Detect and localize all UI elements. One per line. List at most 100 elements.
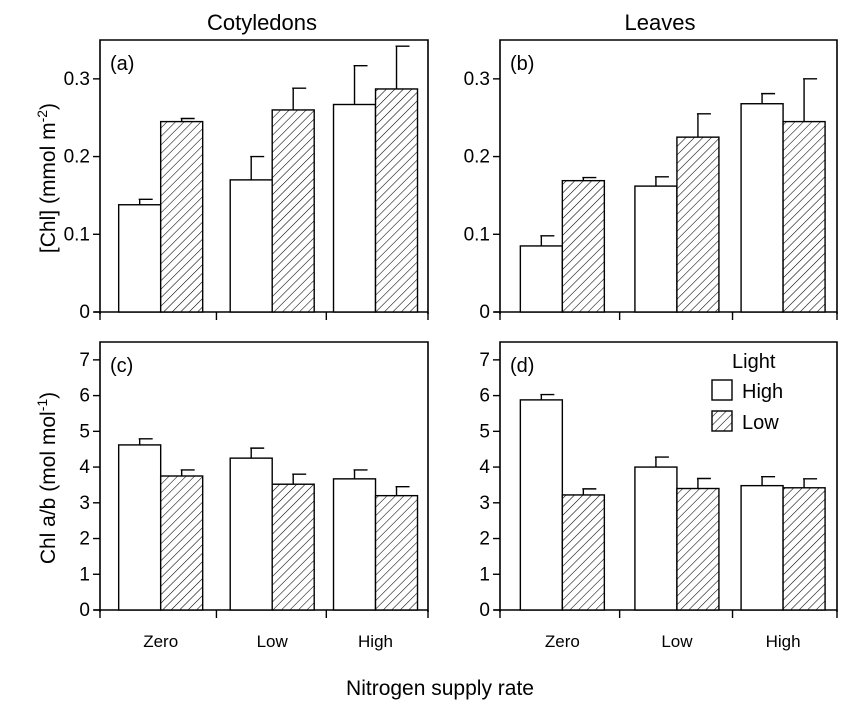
bar-high-high — [332, 478, 377, 611]
error-bar — [540, 393, 555, 400]
panel-d: 0 1 2 3 4 5 6 7 (d) Zero Low High — [479, 341, 838, 651]
y-tick-label: 3 — [79, 493, 90, 514]
bar-low-low — [676, 487, 720, 611]
panel-frame — [99, 39, 429, 314]
error-bar — [654, 456, 669, 468]
panel-frame — [499, 341, 838, 612]
y-tick-label: 1 — [479, 564, 490, 585]
bar-high-low — [229, 457, 273, 611]
x-tick-label: Zero — [545, 632, 580, 651]
error-bar — [540, 235, 555, 246]
error-bar — [696, 477, 711, 489]
y-tick-label: 5 — [479, 421, 490, 442]
error-bar — [761, 476, 776, 486]
bar-low-low — [676, 136, 720, 313]
bar-high-low — [634, 185, 678, 313]
x-tick-label: Low — [257, 632, 289, 651]
x-tick-label: Zero — [143, 632, 178, 651]
bar-high-low — [229, 179, 273, 313]
panel-a: 0 0.1 0.2 0.3 (a) — [64, 39, 429, 323]
y-tick-label: 0.3 — [64, 69, 90, 90]
y-tick-label: 6 — [479, 386, 490, 407]
error-bar — [395, 45, 410, 89]
bar-high-zero — [117, 204, 162, 313]
error-bar — [250, 155, 265, 180]
bar-low-low — [271, 109, 315, 313]
y-tick-label: 0.3 — [464, 69, 490, 90]
legend-swatch-low — [711, 410, 733, 432]
panel-c: 0 1 2 3 4 5 6 7 (c) Zero Low High — [79, 341, 429, 651]
y-tick-label: 0.2 — [464, 147, 490, 168]
y-tick-label: 0.2 — [64, 147, 90, 168]
y-axis-title-chl: [Chl] (mmol m-2) — [34, 103, 60, 253]
y-tick-label: 0 — [479, 302, 490, 323]
legend-label-low: Low — [742, 412, 779, 434]
error-bar — [654, 176, 669, 187]
y-tick-label: 0 — [79, 302, 90, 323]
error-bar — [138, 438, 153, 445]
y-axis-title-chl-ab: Chl a/b (mol mol-1) — [34, 392, 60, 564]
error-bar — [353, 469, 368, 479]
error-bar — [395, 486, 410, 496]
y-tick-label: 7 — [79, 350, 90, 371]
bar-high-high — [740, 103, 784, 313]
legend: Light High Low — [711, 351, 783, 434]
error-bar — [292, 473, 307, 485]
panel-letter: (b) — [510, 53, 534, 75]
panel-frame — [499, 39, 838, 314]
x-tick-label: Low — [661, 632, 693, 651]
x-axis-title: Nitrogen supply rate — [346, 677, 534, 700]
bar-high-zero — [519, 399, 564, 611]
error-bar — [696, 113, 711, 138]
error-bar — [180, 469, 195, 476]
bar-low-low — [271, 483, 315, 611]
bar-low-zero — [561, 494, 606, 611]
legend-swatch-high — [711, 379, 733, 401]
bar-high-zero — [117, 444, 162, 611]
column-title-leaves: Leaves — [625, 10, 696, 35]
error-bar — [353, 64, 368, 105]
error-bar — [803, 78, 818, 122]
legend-label-high: High — [742, 381, 783, 403]
panel-letter: (a) — [110, 53, 134, 75]
panel-letter: (d) — [510, 355, 534, 377]
y-tick-label: 4 — [479, 457, 490, 478]
bar-low-high — [782, 120, 826, 313]
legend-title: Light — [732, 351, 776, 373]
error-bar — [180, 117, 195, 122]
bar-high-high — [740, 484, 784, 611]
bar-low-high — [782, 487, 826, 611]
bar-low-high — [374, 494, 419, 611]
panel-letter: (c) — [110, 355, 133, 377]
bar-high-high — [332, 103, 377, 313]
y-tick-label: 0 — [479, 600, 490, 621]
bar-high-zero — [519, 245, 564, 313]
panel-frame — [99, 341, 429, 612]
x-tick-label: High — [358, 632, 393, 651]
column-title-cotyledons: Cotyledons — [207, 10, 317, 35]
y-tick-label: 1 — [79, 564, 90, 585]
y-tick-label: 3 — [479, 493, 490, 514]
y-tick-label: 2 — [479, 529, 490, 550]
error-bar — [803, 478, 818, 488]
y-tick-label: 0 — [79, 600, 90, 621]
bar-low-high — [374, 88, 419, 313]
y-tick-label: 2 — [79, 529, 90, 550]
error-bar — [250, 447, 265, 459]
y-tick-label: 7 — [479, 350, 490, 371]
y-tick-label: 4 — [79, 457, 90, 478]
bar-high-low — [634, 466, 678, 611]
y-tick-label: 6 — [79, 386, 90, 407]
bar-low-zero — [159, 120, 204, 313]
y-tick-label: 0.1 — [464, 224, 490, 245]
error-bar — [582, 488, 597, 495]
y-tick-label: 5 — [79, 421, 90, 442]
error-bar — [761, 92, 776, 104]
bar-low-zero — [561, 179, 606, 313]
y-tick-label: 0.1 — [64, 224, 90, 245]
bar-low-zero — [159, 475, 204, 611]
error-bar — [138, 198, 153, 205]
x-tick-label: High — [766, 632, 801, 651]
panel-b: 0 0.1 0.2 0.3 (b) — [464, 39, 838, 323]
